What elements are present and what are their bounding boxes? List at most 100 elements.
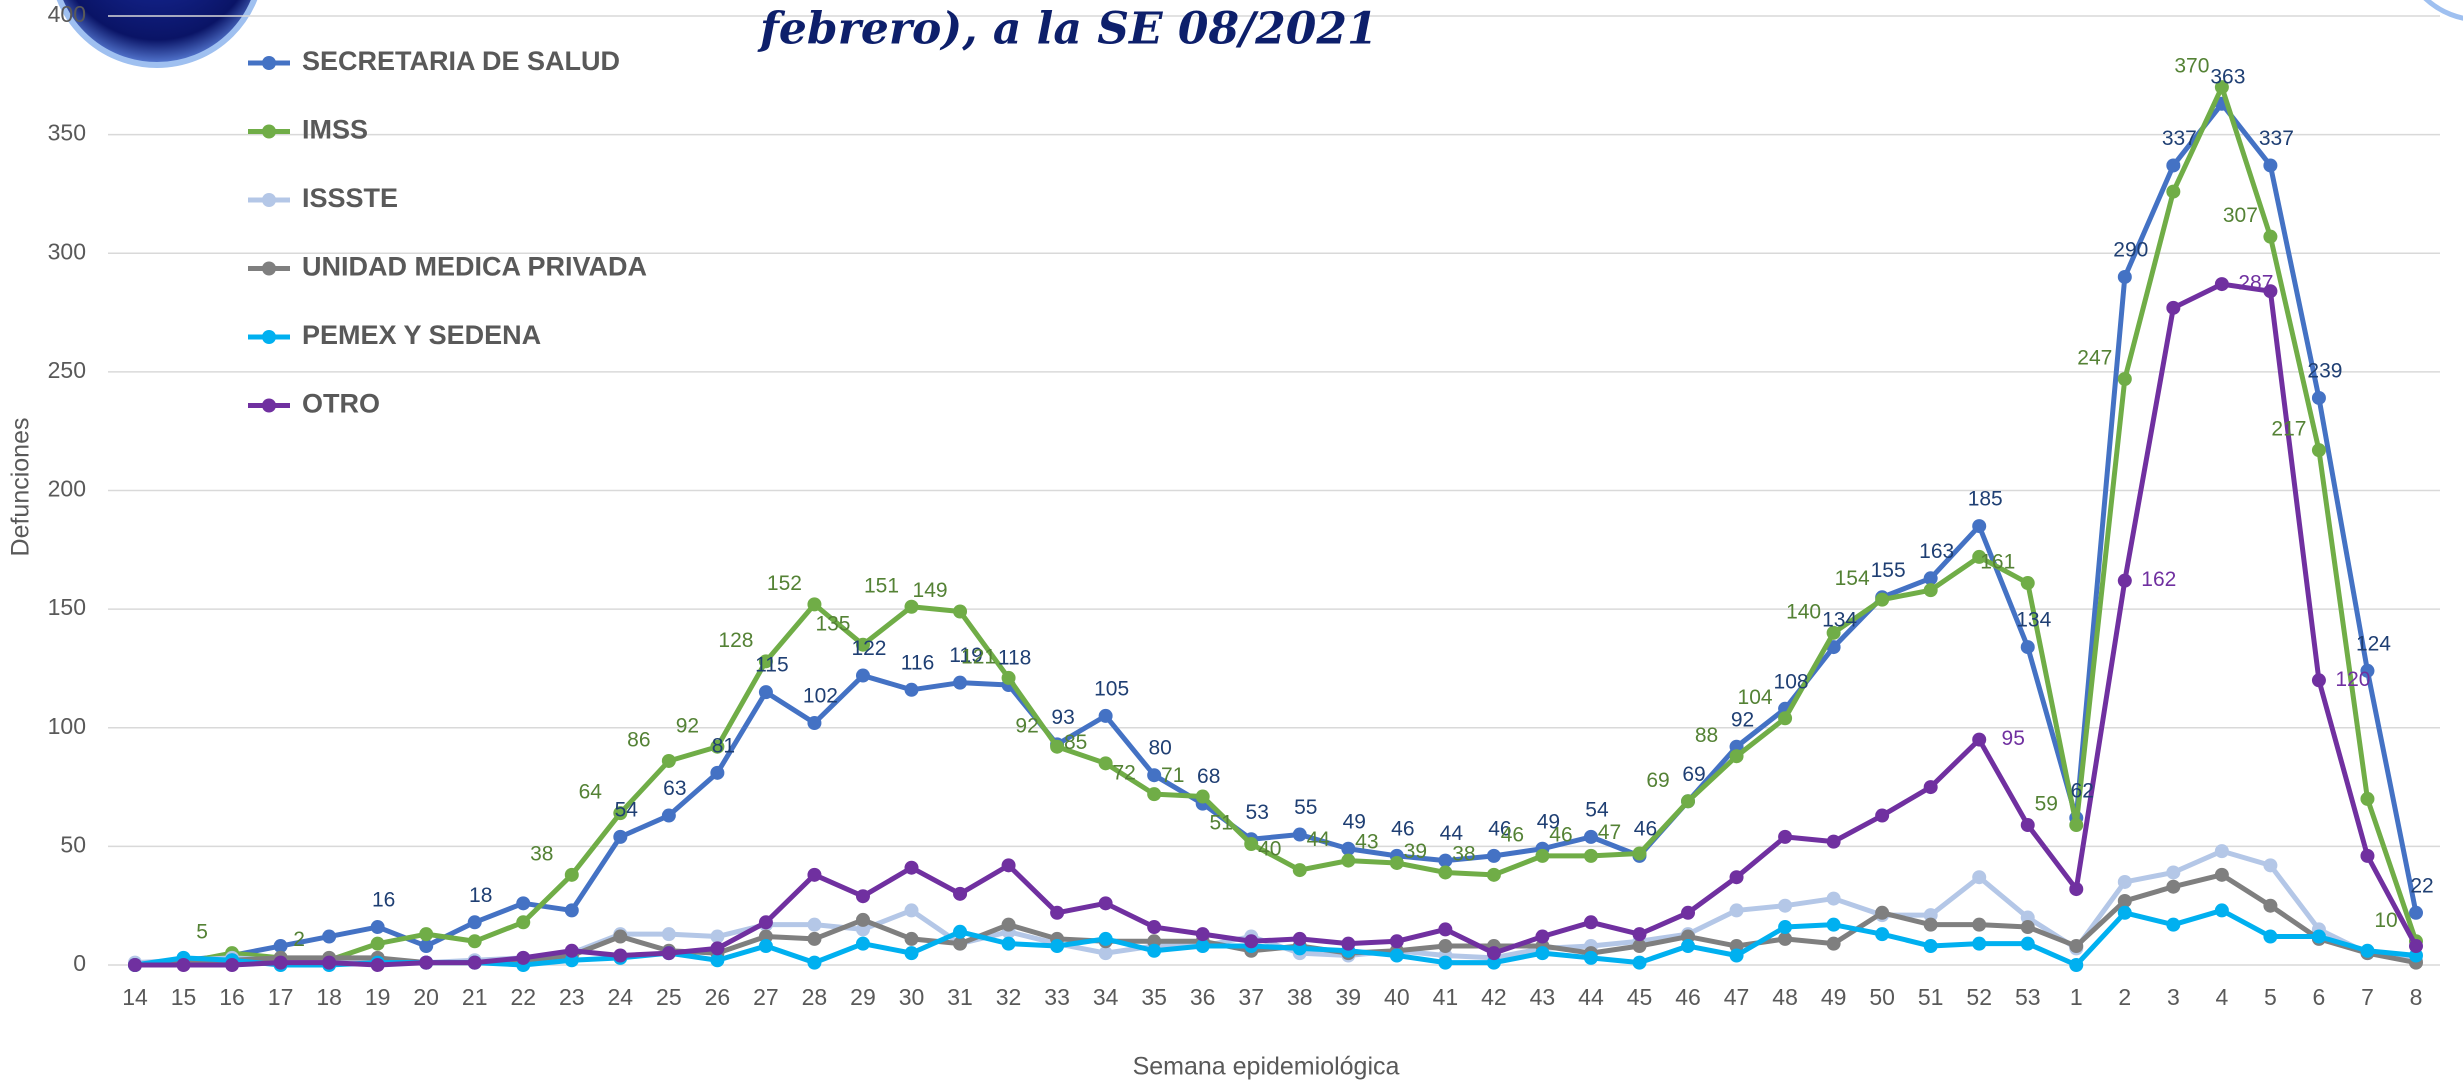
data-label: 55	[1294, 796, 1317, 819]
data-point	[807, 917, 822, 932]
data-point	[2360, 943, 2375, 958]
data-label: 63	[663, 777, 686, 800]
data-label: 287	[2238, 272, 2273, 295]
data-point	[2214, 277, 2229, 292]
data-point	[2214, 867, 2229, 882]
data-label: 128	[718, 629, 753, 652]
data-label: 185	[1968, 488, 2003, 511]
data-label: 154	[1835, 567, 1870, 590]
data-label: 43	[1355, 831, 1378, 854]
data-point	[613, 948, 628, 963]
x-tick-label: 21	[462, 984, 488, 1010]
data-point	[1778, 931, 1793, 946]
data-point	[1729, 948, 1744, 963]
x-tick-label: 22	[510, 984, 536, 1010]
data-point	[1923, 780, 1938, 795]
data-label: 217	[2271, 418, 2306, 441]
data-point	[564, 903, 579, 918]
data-point	[1778, 711, 1793, 726]
data-point	[855, 912, 870, 927]
data-point	[1972, 870, 1987, 885]
x-tick-label: 42	[1481, 984, 1507, 1010]
y-axis-title: Defunciones	[7, 418, 35, 557]
data-point	[1050, 739, 1065, 754]
legend-label: ISSSTE	[302, 183, 398, 213]
data-label: 46	[1634, 817, 1657, 840]
data-label: 118	[998, 647, 1031, 670]
data-point	[855, 889, 870, 904]
data-point	[322, 955, 337, 970]
data-label: 135	[815, 612, 850, 635]
x-tick-label: 45	[1627, 984, 1653, 1010]
data-point	[467, 915, 482, 930]
data-point	[1729, 903, 1744, 918]
data-point	[1826, 917, 1841, 932]
data-point	[467, 934, 482, 949]
data-point	[807, 716, 822, 731]
legend-label: UNIDAD MEDICA PRIVADA	[302, 252, 647, 282]
data-point	[419, 927, 434, 942]
x-tick-label: 16	[219, 984, 245, 1010]
data-point	[904, 682, 919, 697]
data-point	[1438, 865, 1453, 880]
data-point	[1778, 920, 1793, 935]
data-point	[419, 955, 434, 970]
data-label: 105	[1094, 677, 1129, 700]
legend-key-marker	[262, 56, 276, 70]
data-point	[2166, 917, 2181, 932]
data-label: 81	[712, 734, 735, 757]
data-point	[953, 936, 968, 951]
data-point	[953, 924, 968, 939]
y-tick-label: 200	[48, 476, 86, 502]
data-point	[1001, 670, 1016, 685]
data-point	[2117, 269, 2132, 284]
data-point	[758, 654, 773, 669]
data-point	[1681, 939, 1696, 954]
data-label: 54	[1585, 798, 1609, 821]
data-point	[904, 903, 919, 918]
legend-label: IMSS	[302, 115, 368, 145]
data-label: 161	[1980, 551, 2015, 574]
data-point	[2020, 920, 2035, 935]
data-label: 86	[627, 729, 650, 752]
data-label: 62	[2071, 779, 2094, 802]
data-label: 155	[1871, 559, 1906, 582]
data-point	[710, 953, 725, 968]
data-label: 69	[1646, 769, 1669, 792]
data-point	[613, 929, 628, 944]
data-point	[953, 604, 968, 619]
data-label: 18	[469, 884, 492, 907]
data-label: 47	[1598, 821, 1621, 844]
y-tick-label: 50	[60, 831, 86, 857]
data-point	[2166, 158, 2181, 173]
data-label: 290	[2113, 239, 2148, 262]
data-label: 88	[1695, 724, 1718, 747]
data-label: 53	[1246, 801, 1269, 824]
data-label: 95	[2002, 727, 2025, 750]
x-tick-label: 47	[1724, 984, 1750, 1010]
data-point	[1292, 827, 1307, 842]
data-point	[1826, 936, 1841, 951]
x-tick-label: 24	[608, 984, 634, 1010]
x-tick-label: 8	[2410, 984, 2423, 1010]
data-point	[710, 739, 725, 754]
data-point	[2409, 939, 2423, 954]
data-point	[370, 936, 385, 951]
data-point	[855, 668, 870, 683]
data-point	[1438, 922, 1453, 937]
x-tick-label: 14	[122, 984, 148, 1010]
x-tick-label: 50	[1869, 984, 1895, 1010]
data-label: 140	[1786, 600, 1821, 623]
data-point	[2166, 879, 2181, 894]
data-label: 72	[1112, 762, 1135, 785]
x-tick-label: 32	[996, 984, 1022, 1010]
data-label: 38	[530, 842, 553, 865]
data-point	[2069, 939, 2084, 954]
data-point	[2360, 848, 2375, 863]
x-tick-label: 37	[1238, 984, 1264, 1010]
data-point	[1438, 955, 1453, 970]
data-point	[370, 958, 385, 972]
x-tick-label: 38	[1287, 984, 1313, 1010]
data-point	[807, 867, 822, 882]
x-tick-label: 48	[1772, 984, 1798, 1010]
